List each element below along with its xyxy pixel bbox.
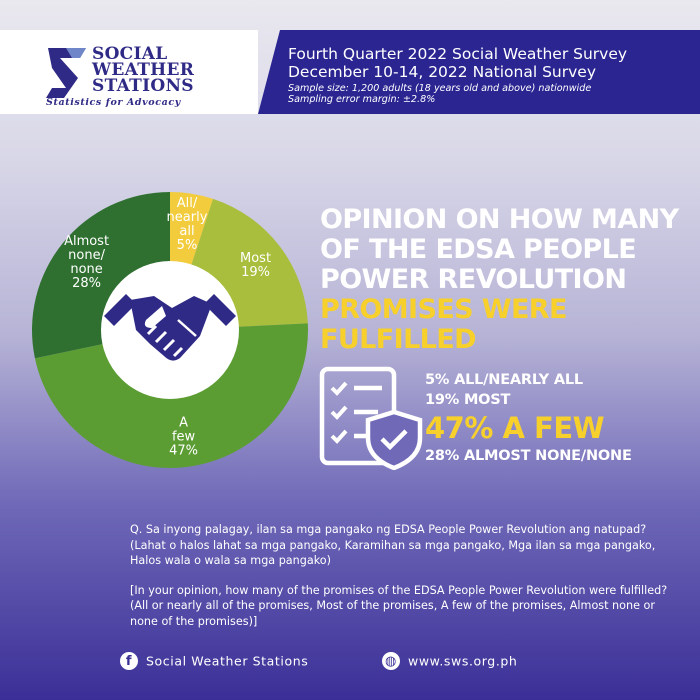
headline-line-5: FULFILLED [320, 324, 477, 355]
headline-line-1: OPINION ON HOW MANY [320, 204, 679, 235]
brand-tagline: Statistics for Advocacy [46, 97, 181, 108]
globe-icon: ◍ [382, 652, 400, 670]
donut-label-1: Most 19% [240, 251, 271, 280]
brand-line-2: WEATHER [92, 60, 195, 80]
donut-label-0: All/nearly all 5% [167, 196, 208, 253]
facebook-label: Social Weather Stations [146, 653, 309, 669]
headline: OPINION ON HOW MANY OF THE EDSA PEOPLE P… [320, 205, 695, 355]
result-most: 19% MOST [425, 392, 511, 408]
website-label: www.sws.org.ph [408, 653, 518, 669]
sws-logo-icon [46, 48, 86, 98]
handshake-icon [104, 294, 236, 361]
question-english: [In your opinion, how many of the promis… [130, 583, 668, 628]
donut-label-3: Almost none/none 28% [64, 234, 109, 291]
headline-line-3: POWER REVOLUTION [320, 264, 627, 295]
checklist-shield-icon [319, 366, 423, 470]
sample-size: Sample size: 1,200 adults (18 years old … [288, 83, 592, 94]
result-almost-none: 28% ALMOST NONE/NONE [425, 448, 632, 464]
results-summary: 5% ALL/NEARLY ALL 19% MOST 47% A FEW 28%… [425, 370, 632, 466]
result-all-nearly-all: 5% ALL/NEARLY ALL [425, 372, 583, 388]
brand-line-1: SOCIAL [92, 44, 168, 64]
survey-question: Q. Sa inyong palagay, ilan sa mga pangak… [130, 522, 685, 629]
header-survey-panel [258, 30, 700, 114]
header-logo-panel [0, 30, 258, 114]
facebook-icon: f [120, 652, 138, 670]
error-margin: Sampling error margin: ±2.8% [288, 94, 436, 105]
survey-details: Sample size: 1,200 adults (18 years old … [288, 83, 591, 105]
website-link[interactable]: ◍ www.sws.org.ph [382, 652, 517, 670]
headline-line-4: PROMISES WERE [320, 294, 567, 325]
brand-line-3: STATIONS [92, 76, 194, 96]
headline-line-2: OF THE EDSA PEOPLE [320, 234, 637, 265]
donut-chart: All/nearly all 5% Most 19% A few 47% Almost none/… [32, 192, 308, 468]
brand-name: SOCIAL WEATHER STATIONS [92, 44, 195, 96]
survey-title-line-2: December 10-14, 2022 National Survey [288, 63, 597, 81]
survey-title-line-1: Fourth Quarter 2022 Social Weather Surve… [288, 45, 628, 63]
facebook-link[interactable]: f Social Weather Stations [120, 652, 308, 670]
result-a-few: 47% A FEW [425, 411, 605, 445]
survey-title: Fourth Quarter 2022 Social Weather Surve… [288, 45, 627, 81]
question-tagalog: Q. Sa inyong palagay, ilan sa mga pangak… [130, 523, 656, 567]
